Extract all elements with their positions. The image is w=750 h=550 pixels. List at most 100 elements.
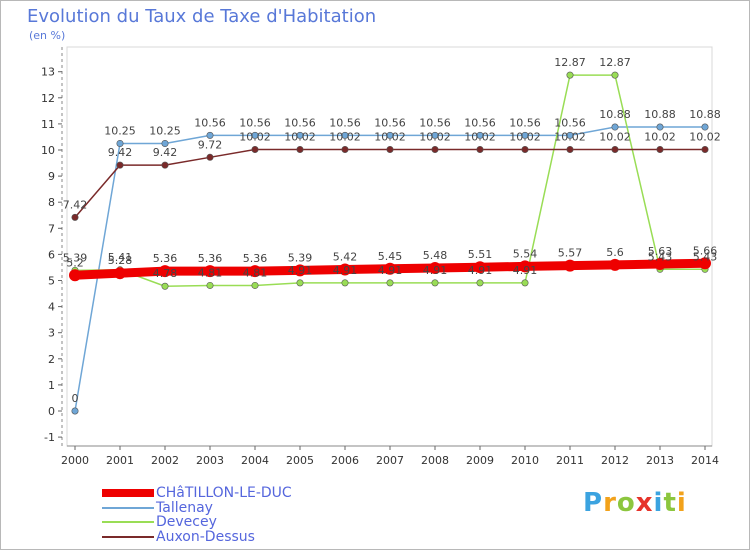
legend-item-auxon-dessus[interactable]: Auxon-Dessus: [102, 529, 255, 545]
x-tick-label: 2012: [601, 454, 629, 467]
y-tick-label: 11: [41, 118, 55, 131]
logo-letter: r: [603, 488, 617, 518]
data-label: 4.91: [333, 264, 358, 277]
data-label: 5.57: [558, 247, 583, 260]
data-label: 10.02: [599, 130, 631, 143]
legend-swatch-chatillon: [102, 489, 154, 497]
data-point: [114, 267, 126, 280]
data-point: [431, 145, 439, 153]
x-tick-label: 2002: [151, 454, 179, 467]
data-label: 9.42: [108, 146, 133, 159]
data-point: [204, 265, 216, 278]
x-tick-label: 2008: [421, 454, 449, 467]
legend-label: CHâTILLON-LE-DUC: [156, 485, 292, 501]
logo-letter: P: [583, 488, 604, 518]
logo-letter: x: [635, 488, 654, 518]
x-tick-label: 2010: [511, 454, 539, 467]
data-label: 10.56: [374, 116, 406, 129]
data-point: [431, 131, 439, 139]
data-point: [386, 145, 394, 153]
data-label: 10.02: [464, 130, 496, 143]
data-label: 10.25: [104, 124, 136, 137]
data-label: 5.28: [108, 254, 133, 267]
x-tick-label: 2009: [466, 454, 494, 467]
data-label: 12.87: [599, 56, 631, 69]
data-label: 5.54: [513, 247, 538, 260]
y-tick-label: 13: [41, 66, 55, 79]
data-label: 5.41: [108, 251, 133, 264]
proxiti-logo: Proxiti: [583, 488, 687, 518]
x-tick-label: 2007: [376, 454, 404, 467]
legend-item-chatillon[interactable]: CHâTILLON-LE-DUC: [102, 485, 292, 501]
data-point: [566, 131, 574, 139]
data-point: [296, 131, 304, 139]
data-point: [251, 281, 259, 289]
y-tick-label: 9: [48, 170, 55, 183]
data-label: 7.42: [63, 198, 88, 211]
data-point: [161, 282, 169, 290]
data-label: 5.39: [63, 251, 88, 264]
data-label: 10.56: [419, 116, 451, 129]
data-point: [71, 407, 79, 415]
data-label: 10.56: [284, 116, 316, 129]
data-label: 5.66: [693, 244, 718, 257]
data-label: 10.02: [284, 130, 316, 143]
data-label: 10.56: [554, 116, 586, 129]
data-label: 5.43: [693, 250, 718, 263]
data-point: [521, 279, 529, 287]
data-point: [251, 131, 259, 139]
data-point: [701, 145, 709, 153]
data-label: 4.78: [153, 267, 178, 280]
data-label: 5.45: [378, 250, 403, 263]
data-point: [654, 258, 666, 271]
legend-label: Tallenay: [156, 500, 213, 516]
data-label: 4.91: [378, 264, 403, 277]
y-tick-label: 0: [48, 405, 55, 418]
y-tick-label: 10: [41, 144, 55, 157]
data-label: 5.39: [288, 251, 313, 264]
y-tick-label: 4: [48, 301, 55, 314]
y-tick-label: 7: [48, 222, 55, 235]
x-tick-label: 2000: [61, 454, 89, 467]
data-point: [611, 71, 619, 79]
series-line-3: [74, 148, 706, 219]
data-label: 0: [72, 392, 79, 405]
data-point: [519, 260, 531, 273]
legend-item-devecey[interactable]: Devecey: [102, 514, 217, 530]
data-label: 10.88: [599, 108, 631, 121]
data-point: [521, 131, 529, 139]
data-label: 9.42: [153, 146, 178, 159]
y-tick-label: 5: [48, 275, 55, 288]
data-point: [251, 145, 259, 153]
data-point: [294, 264, 306, 277]
legend-item-tallenay[interactable]: Tallenay: [102, 500, 213, 516]
data-label: 10.56: [194, 116, 226, 129]
data-label: 12.87: [554, 56, 586, 69]
x-tick-label: 2004: [241, 454, 269, 467]
data-label: 5.48: [423, 249, 448, 262]
logo-letter: o: [616, 488, 636, 518]
data-point: [296, 279, 304, 287]
data-point: [339, 263, 351, 276]
data-point: [296, 145, 304, 153]
y-tick-label: 12: [41, 92, 55, 105]
y-tick-label: 6: [48, 248, 55, 261]
data-label: 4.81: [243, 266, 268, 279]
data-point: [116, 139, 124, 147]
data-label: 5.51: [468, 248, 493, 261]
x-tick-label: 2011: [556, 454, 584, 467]
data-label: 10.56: [464, 116, 496, 129]
legend-label: Auxon-Dessus: [156, 529, 255, 545]
data-label: 4.91: [423, 264, 448, 277]
data-label: 5.36: [198, 252, 223, 265]
y-tick-label: 1: [48, 379, 55, 392]
legend-swatch-devecey: [102, 521, 154, 523]
data-label: 10.88: [644, 108, 676, 121]
logo-letter: t: [663, 488, 677, 518]
data-label: 10.56: [329, 116, 361, 129]
data-label: 5.6: [606, 246, 624, 259]
chart-title: Evolution du Taux de Taxe d'Habitation: [27, 6, 377, 27]
x-tick-label: 2014: [691, 454, 719, 467]
x-tick-label: 2003: [196, 454, 224, 467]
